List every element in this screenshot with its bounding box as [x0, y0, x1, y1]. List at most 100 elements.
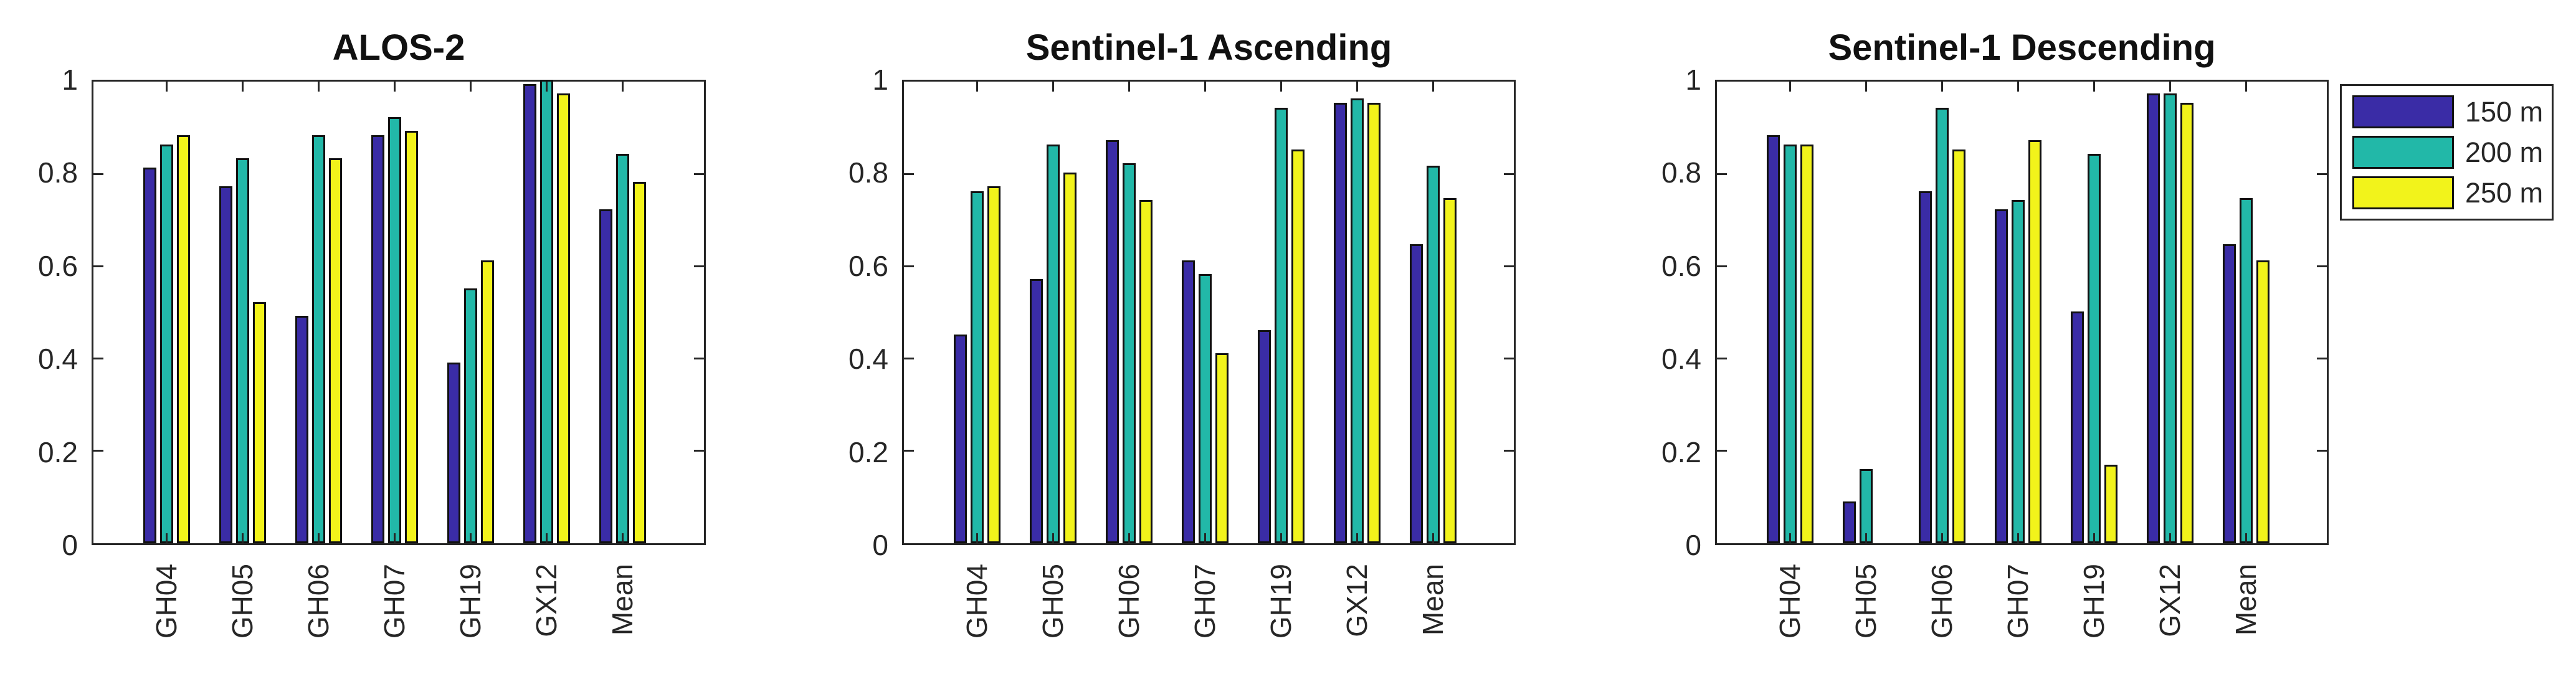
x-tick-bottom-GH07	[2017, 533, 2019, 543]
bar-150m-GH04	[954, 335, 967, 543]
bar-200m-GH06	[311, 135, 325, 543]
bar-150m-GH07	[1995, 209, 2008, 543]
legend-row-250m: 250 m	[2352, 176, 2552, 209]
bar-250m-Mean	[2256, 260, 2269, 543]
y-tick-label-0: 0	[872, 529, 888, 561]
x-tick-bottom-GH04	[976, 533, 978, 543]
x-tick-label-GH19: GH19	[1265, 564, 1297, 639]
y-tick-left-0.4	[93, 358, 103, 359]
bar-250m-GH05	[252, 302, 266, 543]
x-tick-bottom-GH05	[241, 533, 244, 543]
x-tick-label-GH06: GH06	[1113, 564, 1145, 639]
x-tick-bottom-GX12	[2169, 533, 2171, 543]
bar-150m-Mean	[1410, 244, 1423, 543]
y-tick-right-0.4	[2317, 358, 2327, 359]
legend-swatch-200m	[2352, 136, 2454, 169]
y-tick-label-0.2: 0.2	[38, 436, 78, 468]
bar-250m-GH19	[1291, 150, 1305, 543]
x-tick-label-GH04: GH04	[150, 564, 183, 639]
y-tick-label-0.6: 0.6	[848, 250, 888, 282]
bar-250m-GX12	[556, 93, 570, 543]
bar-250m-GX12	[2180, 103, 2193, 543]
bar-200m-Mean	[1426, 166, 1440, 543]
bar-250m-GH07	[404, 131, 418, 543]
y-tick-right-0.2	[694, 450, 704, 452]
bar-200m-GH19	[2087, 154, 2101, 543]
subplot-s1-descending: Sentinel-1 Descending 0 0.2 0.4 0.6 0.8 1 GH04…	[1661, 0, 2329, 684]
bar-150m-GH19	[447, 363, 460, 543]
bar-250m-GH06	[328, 158, 342, 543]
bar-250m-GH04	[987, 186, 1000, 543]
bar-250m-Mean	[1443, 198, 1457, 543]
bar-200m-GH04	[1783, 145, 1797, 543]
y-tick-label-0: 0	[1685, 529, 1701, 561]
x-tick-top-GX12	[1356, 82, 1358, 92]
bar-150m-GH06	[1919, 191, 1932, 543]
x-tick-top-GH19	[2093, 82, 2095, 92]
x-tick-top-GH07	[1204, 82, 1206, 92]
y-tick-right-0.6	[694, 265, 704, 267]
y-tick-right-0.2	[2317, 450, 2327, 452]
x-tick-label-GH07: GH07	[378, 564, 411, 639]
plot-title-s1-ascending: Sentinel-1 Ascending	[1025, 27, 1392, 68]
bar-200m-GX12	[2163, 93, 2177, 543]
x-tick-label-GH04: GH04	[1774, 564, 1806, 639]
axes-alos2	[92, 80, 706, 545]
x-tick-top-GH05	[1052, 82, 1054, 92]
bar-150m-Mean	[2223, 244, 2236, 543]
x-tick-bottom-GH04	[165, 533, 168, 543]
y-tick-label-0.4: 0.4	[1661, 343, 1701, 375]
y-tick-label-1: 1	[1685, 64, 1701, 96]
x-tick-label-GH05: GH05	[226, 564, 259, 639]
bar-150m-GH06	[1106, 140, 1119, 543]
x-tick-label-GH07: GH07	[1189, 564, 1221, 639]
x-tick-top-GH19	[1280, 82, 1282, 92]
x-tick-bottom-GH05	[1052, 533, 1054, 543]
legend-swatch-150m	[2352, 95, 2454, 128]
x-tick-bottom-GX12	[545, 533, 548, 543]
bar-200m-GH05	[235, 158, 249, 543]
x-tick-bottom-GH06	[1941, 533, 1943, 543]
bar-250m-GH04	[176, 135, 190, 543]
x-tick-bottom-GH19	[1280, 533, 1282, 543]
subplot-alos2: ALOS-2 0 0.2 0.4 0.6 0.8 1 GH04 GH05 GH06 GH07 GH1…	[38, 0, 706, 684]
x-tick-label-GX12: GX12	[2154, 564, 2186, 637]
y-tick-right-0.6	[2317, 265, 2327, 267]
y-tick-left-0.4	[904, 358, 914, 359]
bar-200m-GH04	[970, 191, 984, 543]
x-tick-top-GH04	[165, 82, 168, 92]
x-tick-top-Mean	[621, 82, 624, 92]
y-tick-right-0.8	[1504, 173, 1514, 175]
x-tick-label-Mean: Mean	[606, 564, 639, 636]
x-tick-top-GH06	[1128, 82, 1130, 92]
bar-150m-GH04	[143, 168, 156, 543]
bar-250m-Mean	[632, 182, 646, 543]
y-tick-label-0.6: 0.6	[1661, 250, 1701, 282]
bar-250m-GH07	[2028, 140, 2041, 543]
legend-row-200m: 200 m	[2352, 136, 2552, 169]
bar-150m-GX12	[523, 84, 536, 543]
legend-label-250m: 250 m	[2465, 176, 2544, 209]
bar-200m-GH05	[1046, 145, 1060, 543]
x-tick-label-GH07: GH07	[2002, 564, 2034, 639]
bar-250m-GH19	[480, 260, 494, 543]
bar-150m-GH04	[1767, 135, 1780, 543]
bar-200m-GH19	[1274, 108, 1288, 543]
bar-200m-GH19	[463, 288, 477, 543]
y-tick-left-0.8	[1717, 173, 1727, 175]
x-tick-label-GH06: GH06	[302, 564, 335, 639]
y-tick-left-0.2	[1717, 450, 1727, 452]
bar-150m-GH05	[1843, 501, 1856, 543]
bar-150m-GX12	[2147, 93, 2160, 543]
x-tick-bottom-GH06	[317, 533, 320, 543]
x-tick-label-GH05: GH05	[1850, 564, 1882, 639]
x-tick-label-GX12: GX12	[1341, 564, 1373, 637]
x-tick-top-GH05	[1865, 82, 1867, 92]
x-tick-top-GH07	[2017, 82, 2019, 92]
plot-title-alos2: ALOS-2	[332, 27, 465, 68]
x-tick-top-GX12	[2169, 82, 2171, 92]
bar-200m-GH05	[1859, 469, 1873, 543]
x-tick-top-GH06	[317, 82, 320, 92]
y-tick-label-1: 1	[872, 64, 888, 96]
bar-200m-Mean	[615, 154, 629, 543]
